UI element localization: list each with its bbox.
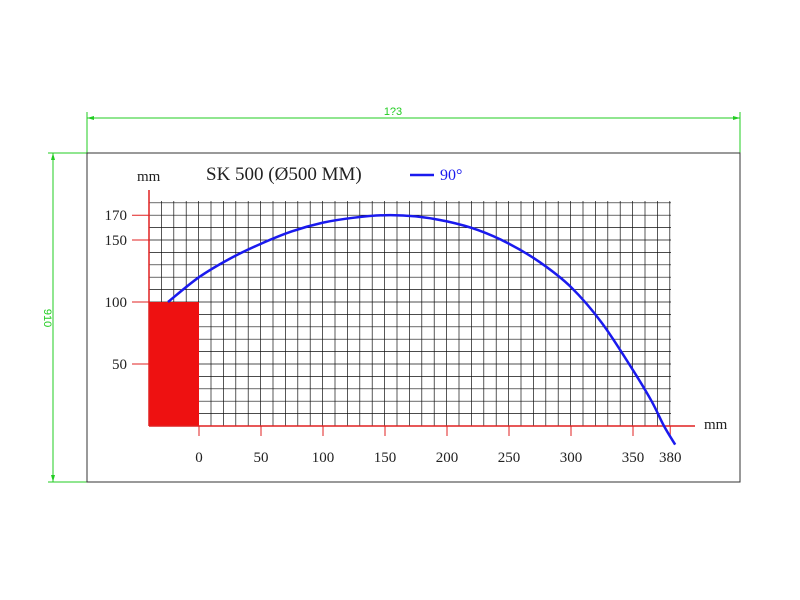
y-tick-label: 170	[105, 208, 128, 224]
width-dimension-label: 1?3	[384, 106, 402, 118]
x-tick-label: 0	[195, 450, 203, 466]
x-tick-label: 100	[312, 450, 335, 466]
obstacle-block-rect	[149, 302, 199, 426]
height-dimension-label: 910	[41, 309, 53, 327]
y-axis-unit-label: mm	[137, 169, 161, 185]
y-tick-label: 50	[112, 357, 127, 373]
obstacle-block	[149, 302, 199, 426]
chart-frame	[86, 152, 741, 483]
series-line-90	[167, 213, 677, 446]
x-axis-unit-label: mm	[704, 417, 728, 433]
axes	[148, 190, 695, 427]
y-tick-label: 100	[105, 295, 128, 311]
x-ticks: 0 50 100 150 200 250 300 350 380	[195, 426, 681, 466]
x-tick-label: 250	[498, 450, 521, 466]
x-tick-label: 350	[622, 450, 645, 466]
curve-group	[167, 213, 677, 446]
x-tick-label: 200	[436, 450, 459, 466]
legend-label-90: 90°	[440, 167, 462, 184]
x-tick-label: 380	[659, 450, 682, 466]
y-tick-label: 150	[105, 233, 128, 249]
x-tick-label: 300	[560, 450, 583, 466]
grid	[148, 201, 671, 427]
x-tick-label: 150	[374, 450, 397, 466]
dimension-lines	[48, 112, 741, 483]
chart-title: SK 500 (Ø500 MM)	[206, 164, 362, 185]
y-ticks: 50 100 150 170	[105, 208, 149, 373]
x-tick-label: 50	[254, 450, 269, 466]
